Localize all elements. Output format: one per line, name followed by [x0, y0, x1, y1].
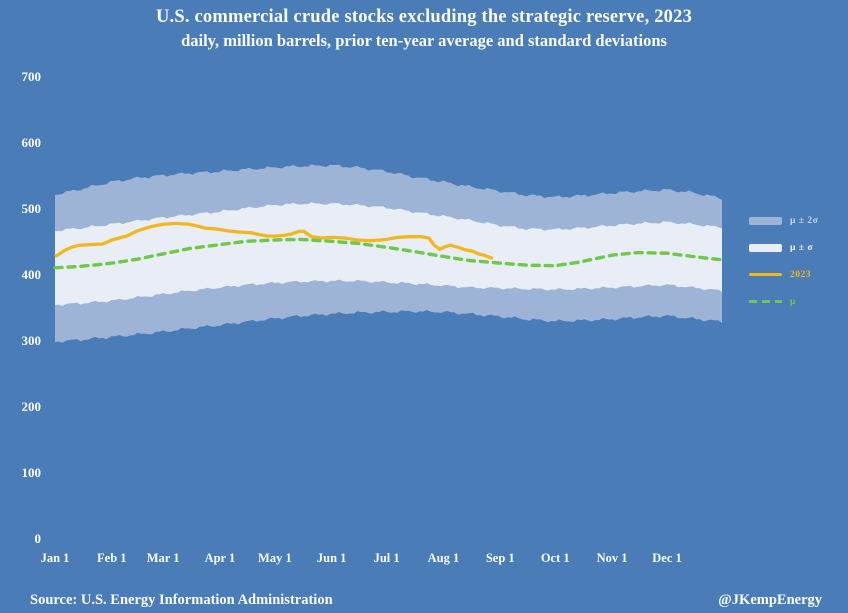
x-axis-label: Oct 1	[540, 551, 570, 565]
y-axis-label: 0	[34, 531, 42, 546]
x-axis-label: Apr 1	[204, 551, 236, 565]
y-axis-label: 500	[21, 201, 42, 216]
x-axis-label: Mar 1	[146, 551, 180, 565]
legend-label: 2023	[790, 269, 811, 280]
line-mean-mu	[53, 237, 724, 270]
legend-item-line-solid: 2023	[749, 261, 845, 288]
legend-label: μ ± σ	[790, 242, 814, 253]
y-axis-label: 400	[21, 267, 42, 282]
x-axis-label: Feb 1	[97, 551, 127, 565]
legend-item-line-dashed: μ	[749, 288, 845, 315]
chart-subtitle: daily, million barrels, prior ten-year a…	[181, 31, 667, 50]
x-axis-label: Jun 1	[316, 551, 347, 565]
line-solid-swatch-icon	[749, 272, 782, 277]
legend-label: μ	[790, 296, 796, 307]
x-axis-label: Dec 1	[652, 551, 682, 565]
band-inner-swatch-icon	[749, 243, 782, 252]
x-axis-label: Jul 1	[373, 551, 400, 565]
y-axis-label: 200	[21, 399, 42, 414]
line-dashed-swatch-icon	[749, 299, 782, 304]
x-axis-label: May 1	[258, 551, 292, 565]
source-credit: Source: U.S. Energy Information Administ…	[30, 592, 333, 608]
band-outer-swatch-icon	[749, 216, 782, 225]
chart-legend: μ ± 2σ μ ± σ 2023 μ	[749, 207, 845, 315]
legend-item-band-inner: μ ± σ	[749, 234, 845, 261]
chart-title-block: U.S. commercial crude stocks excluding t…	[0, 7, 848, 51]
y-axis-label: 300	[21, 333, 42, 348]
x-axis-label: Aug 1	[427, 551, 460, 565]
line-2023	[54, 221, 494, 261]
x-axis-label: Nov 1	[596, 551, 628, 565]
band-mu-plus-minus-sigma	[55, 202, 722, 306]
y-axis-label: 700	[21, 69, 42, 84]
author-handle: @JKempEnergy	[718, 592, 822, 608]
y-axis-label: 100	[21, 465, 42, 480]
x-axis-label: Jan 1	[40, 551, 70, 565]
legend-item-band-outer: μ ± 2σ	[749, 207, 845, 234]
legend-label: μ ± 2σ	[790, 215, 819, 226]
chart-title: U.S. commercial crude stocks excluding t…	[155, 7, 693, 27]
y-axis-label: 600	[21, 135, 42, 150]
x-axis-label: Sep 1	[485, 551, 515, 565]
